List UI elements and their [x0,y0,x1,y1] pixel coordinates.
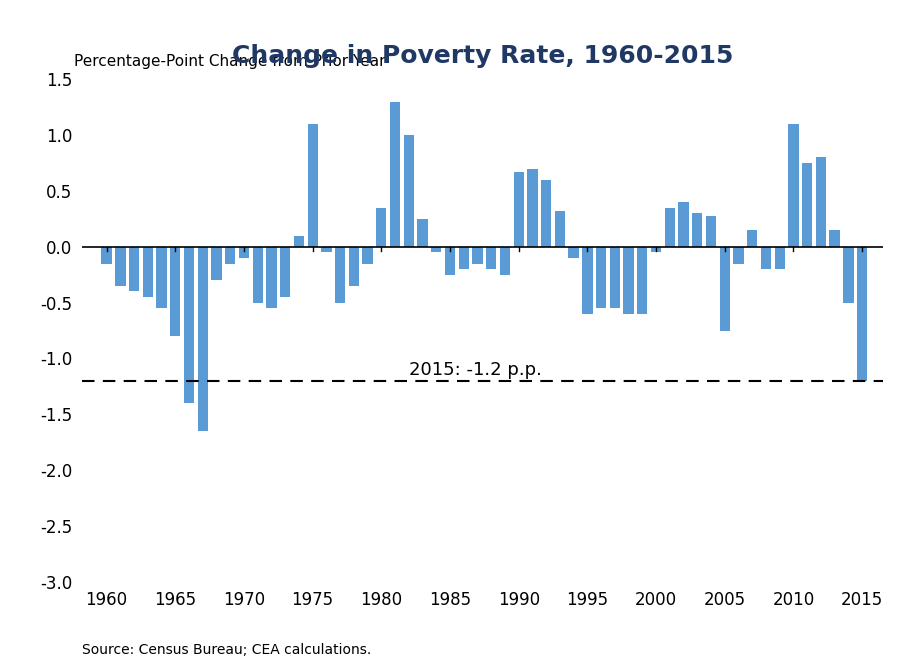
Bar [693,214,703,247]
Bar [143,247,153,297]
Bar [321,247,331,253]
Bar [170,247,180,336]
Bar [678,202,689,247]
Bar [294,235,304,247]
Bar [720,247,730,330]
Bar [211,247,222,280]
Bar [157,247,167,308]
Text: Percentage-Point Change from Prior Year: Percentage-Point Change from Prior Year [74,54,386,69]
Bar [445,247,455,275]
Bar [651,247,662,253]
Bar [774,247,784,269]
Bar [267,247,277,308]
Bar [197,247,207,431]
Text: Source: Census Bureau; CEA calculations.: Source: Census Bureau; CEA calculations. [82,643,371,658]
Bar [582,247,592,314]
Bar [362,247,373,264]
Bar [610,247,620,308]
Bar [238,247,249,258]
Bar [555,211,565,247]
Bar [102,247,112,264]
Text: 2015: -1.2 p.p.: 2015: -1.2 p.p. [409,361,541,379]
Bar [225,247,236,264]
Bar [431,247,441,253]
Bar [472,247,482,264]
Bar [857,247,867,381]
Bar [335,247,345,303]
Bar [349,247,359,286]
Bar [761,247,771,269]
Bar [569,247,579,258]
Bar [389,102,400,247]
Bar [788,124,799,247]
Bar [376,208,387,247]
Bar [308,124,318,247]
Bar [815,157,826,247]
Bar [500,247,511,275]
Bar [129,247,139,292]
Title: Change in Poverty Rate, 1960-2015: Change in Poverty Rate, 1960-2015 [232,44,733,67]
Bar [253,247,263,303]
Bar [527,169,538,247]
Bar [486,247,496,269]
Bar [637,247,648,314]
Bar [747,230,757,247]
Bar [541,180,551,247]
Bar [706,215,716,247]
Bar [184,247,194,403]
Bar [664,208,675,247]
Bar [280,247,290,297]
Bar [116,247,126,286]
Bar [596,247,606,308]
Bar [802,163,813,247]
Bar [459,247,469,269]
Bar [830,230,840,247]
Bar [404,135,414,247]
Bar [513,172,524,247]
Bar [418,219,428,247]
Bar [623,247,633,314]
Bar [733,247,743,264]
Bar [844,247,854,303]
